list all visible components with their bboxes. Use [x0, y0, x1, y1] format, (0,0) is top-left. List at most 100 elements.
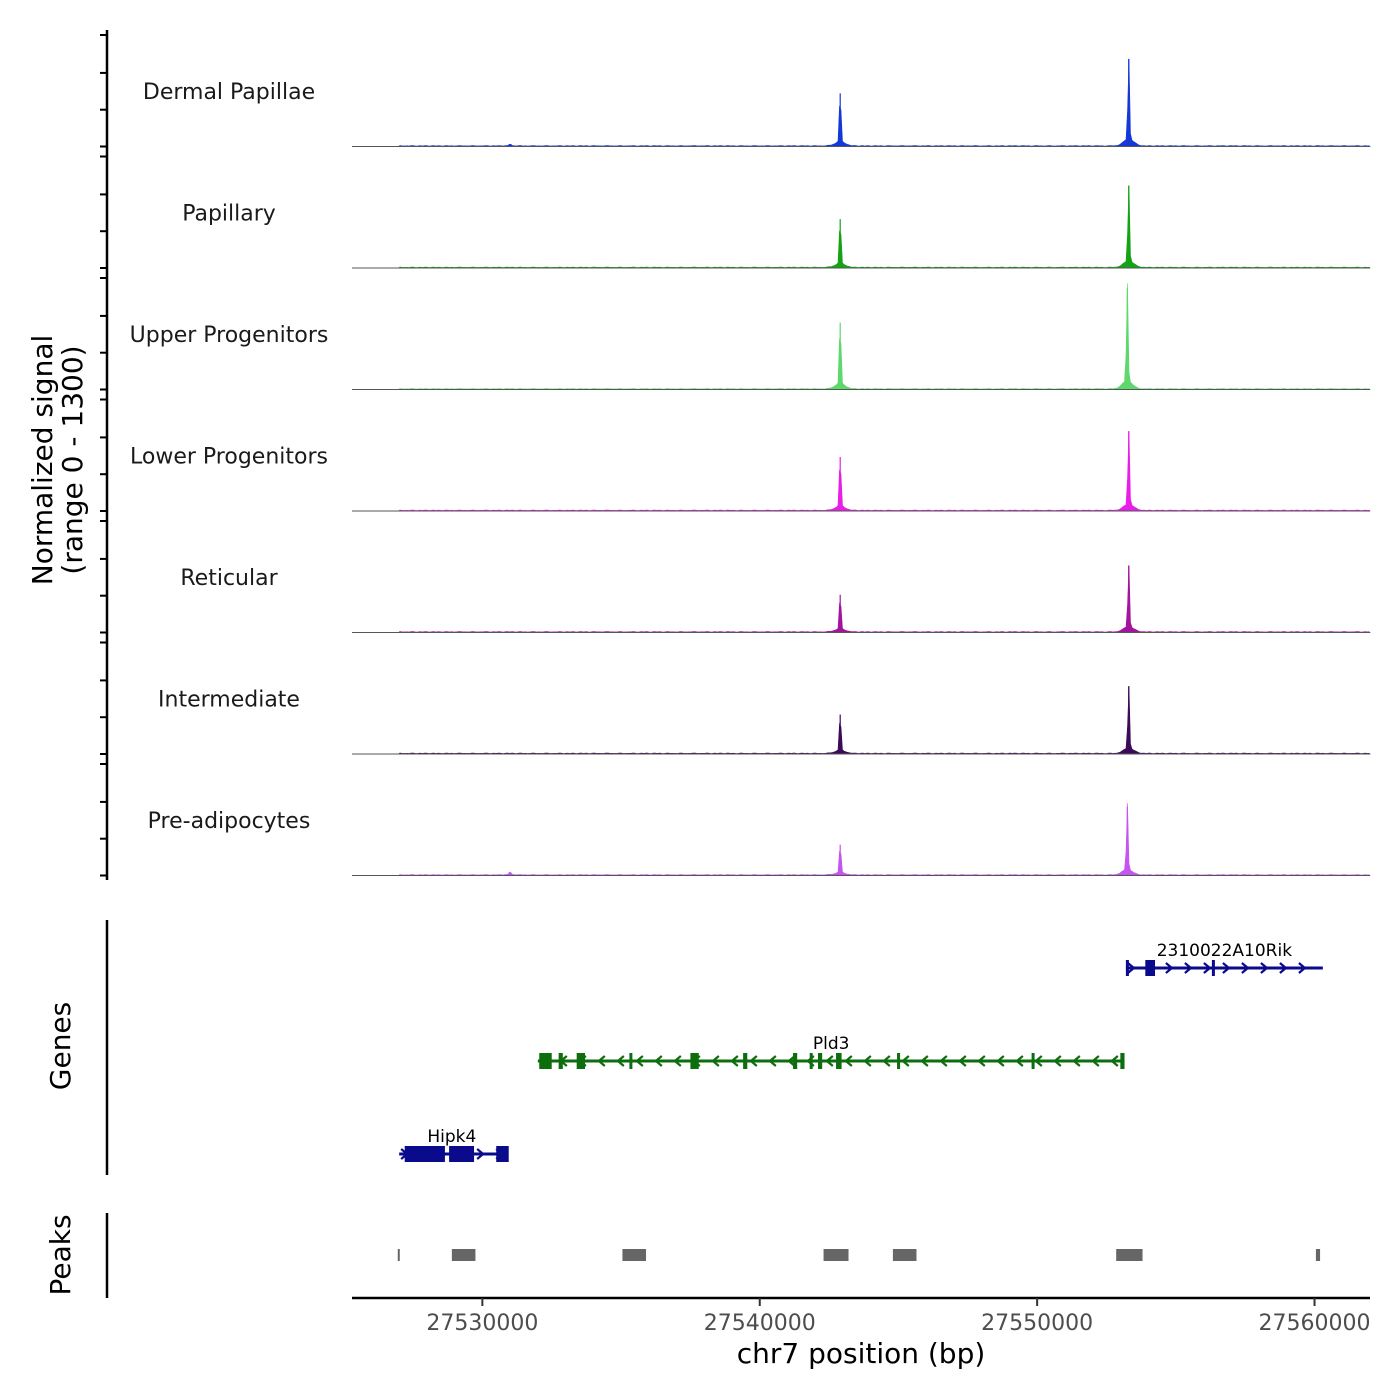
- strand-arrow: [1091, 1055, 1100, 1067]
- strand-arrow: [711, 1055, 720, 1067]
- coverage-area: [352, 430, 1371, 512]
- strand-arrow: [476, 1148, 485, 1160]
- strand-arrow: [673, 1055, 682, 1067]
- strand-arrow: [1165, 962, 1174, 974]
- strand-arrow: [654, 1055, 663, 1067]
- strand-arrow: [1034, 1055, 1043, 1067]
- track-label: Reticular: [180, 566, 278, 591]
- strand-arrow: [1203, 962, 1212, 974]
- exon: [449, 1146, 475, 1162]
- track-2: Upper Progenitors: [130, 283, 1371, 390]
- coverage-area: [352, 283, 1371, 390]
- peak-region: [823, 1249, 849, 1261]
- exon: [1125, 960, 1129, 976]
- peak-region: [1116, 1249, 1143, 1261]
- track-4: Reticular: [180, 565, 1371, 633]
- exon: [404, 1146, 445, 1162]
- track-1: Papillary: [182, 185, 1371, 269]
- strand-arrow: [1015, 1055, 1024, 1067]
- track-label: Pre-adipocytes: [148, 809, 311, 834]
- exon: [496, 1146, 509, 1162]
- coverage-area: [352, 58, 1371, 147]
- exon: [558, 1053, 563, 1069]
- x-axis-title: chr7 position (bp): [737, 1337, 986, 1370]
- gene-Hipk4: Hipk4: [399, 1127, 509, 1162]
- gene-label: 2310022A10Rik: [1157, 941, 1293, 961]
- peak-region: [622, 1249, 647, 1261]
- strand-arrow: [749, 1055, 758, 1067]
- peak-region: [892, 1249, 917, 1261]
- exon: [809, 1053, 813, 1069]
- track-5: Intermediate: [158, 685, 1371, 755]
- x-tick-label: 27540000: [704, 1311, 816, 1336]
- peak-regions-track: [397, 1249, 1321, 1261]
- x-tick-label: 27550000: [981, 1311, 1093, 1336]
- strand-arrow: [1072, 1055, 1081, 1067]
- strand-arrow: [1053, 1055, 1062, 1067]
- exon: [690, 1053, 699, 1069]
- strand-arrow: [1110, 1055, 1119, 1067]
- exon: [1120, 1053, 1125, 1069]
- peak-region: [451, 1249, 476, 1261]
- x-axis-ticks: 27530000 27540000 27550000 27560000: [426, 1298, 1371, 1336]
- gene-annotation-track: 2310022A10Rik Pld3 Hipk4: [399, 941, 1323, 1162]
- peaks-track-label: Peaks: [44, 1214, 77, 1295]
- exon: [629, 1053, 633, 1069]
- gene-Pld3: Pld3: [537, 1034, 1125, 1069]
- exon: [897, 1053, 901, 1069]
- track-label: Dermal Papillae: [143, 80, 315, 105]
- strand-arrow: [768, 1055, 777, 1067]
- strand-arrow: [977, 1055, 986, 1067]
- exon: [743, 1053, 748, 1069]
- strand-arrow: [863, 1055, 872, 1067]
- strand-arrow: [1222, 962, 1231, 974]
- gene-2310022A10Rik: 2310022A10Rik: [1125, 941, 1323, 976]
- strand-arrow: [597, 1055, 606, 1067]
- strand-arrow: [920, 1055, 929, 1067]
- strand-arrow: [844, 1055, 853, 1067]
- strand-arrow: [901, 1055, 910, 1067]
- x-tick-label: 27560000: [1259, 1311, 1371, 1336]
- exon: [1145, 960, 1156, 976]
- peak-region: [1315, 1249, 1321, 1261]
- strand-arrow: [616, 1055, 625, 1067]
- strand-arrow: [787, 1055, 796, 1067]
- strand-arrow: [825, 1055, 834, 1067]
- gene-label: Hipk4: [427, 1127, 476, 1147]
- coverage-tracks: Dermal Papillae Papillary Upper Progenitor…: [130, 58, 1371, 876]
- strand-arrow: [1298, 962, 1307, 974]
- exon: [836, 1053, 842, 1069]
- track-6: Pre-adipocytes: [148, 803, 1371, 876]
- peak-region: [397, 1249, 400, 1261]
- coverage-area: [352, 565, 1371, 633]
- exon: [1211, 960, 1215, 976]
- coverage-area: [352, 685, 1371, 755]
- strand-arrow: [1260, 962, 1269, 974]
- exon: [576, 1053, 586, 1069]
- strand-arrow: [996, 1055, 1005, 1067]
- track-3: Lower Progenitors: [130, 430, 1371, 512]
- strand-arrow: [1127, 962, 1136, 974]
- strand-arrow: [635, 1055, 644, 1067]
- strand-arrow: [730, 1055, 739, 1067]
- signal-axis-subtitle: (range 0 - 1300): [56, 345, 89, 574]
- strand-arrow: [882, 1055, 891, 1067]
- strand-arrow: [1241, 962, 1250, 974]
- coverage-area: [352, 803, 1371, 876]
- exon: [1031, 1053, 1035, 1069]
- exon: [793, 1053, 798, 1069]
- exon: [818, 1053, 823, 1069]
- signal-axis-title: Normalized signal: [26, 335, 59, 586]
- strand-arrow: [939, 1055, 948, 1067]
- strand-arrow: [1279, 962, 1288, 974]
- strand-arrow: [1184, 962, 1193, 974]
- genes-track-label: Genes: [44, 1002, 77, 1090]
- signal-y-axis-ticks: [100, 34, 107, 877]
- track-label: Intermediate: [158, 688, 300, 713]
- coverage-area: [352, 185, 1371, 269]
- strand-arrow: [958, 1055, 967, 1067]
- exon: [539, 1053, 552, 1069]
- x-tick-label: 27530000: [426, 1311, 538, 1336]
- gene-label: Pld3: [813, 1034, 850, 1054]
